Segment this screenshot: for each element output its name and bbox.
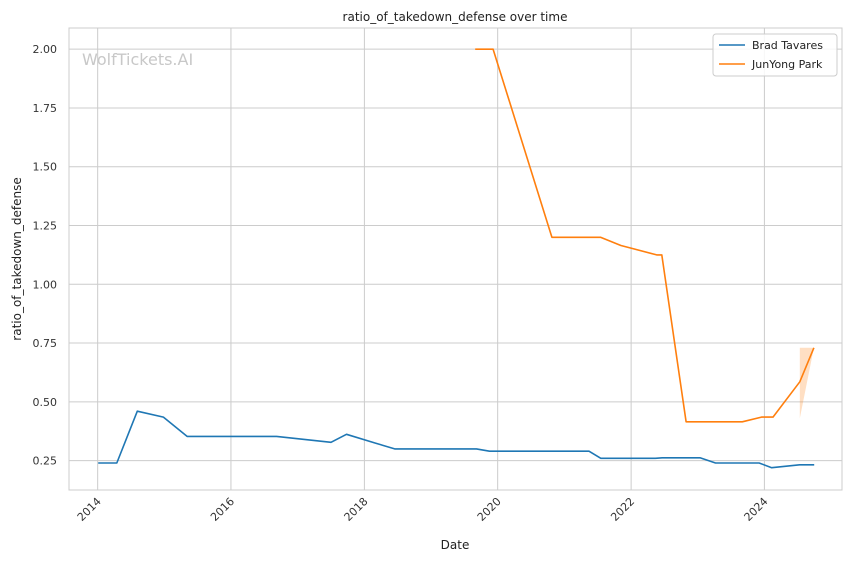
series-lines: [98, 48, 815, 469]
y-tick-label: 0.25: [33, 455, 58, 468]
series-line-junyong-park: [475, 48, 815, 423]
x-axis-label: Date: [441, 538, 470, 552]
legend: Brad Tavares JunYong Park: [712, 33, 838, 77]
plot-area-frame: [68, 27, 843, 491]
y-tick-label: 1.50: [33, 161, 58, 174]
confidence-band: [799, 347, 814, 419]
legend-label: Brad Tavares: [752, 39, 823, 52]
y-axis-label: ratio_of_takedown_defense: [10, 177, 24, 340]
y-tick-label: 1.25: [33, 219, 58, 232]
y-axis-ticks: 0.25 0.50 0.75 1.00 1.25 1.50 1.75 2.00: [33, 43, 58, 467]
confidence-bands: [799, 347, 814, 419]
y-tick-label: 2.00: [33, 43, 58, 56]
watermark: WolfTickets.AI: [82, 50, 193, 69]
y-tick-label: 1.00: [33, 278, 58, 291]
legend-label: JunYong Park: [751, 58, 823, 71]
series-line-brad-tavares: [98, 410, 815, 469]
y-tick-label: 1.75: [33, 102, 58, 115]
y-tick-label: 0.50: [33, 396, 58, 409]
y-tick-label: 0.75: [33, 337, 58, 350]
chart-title: ratio_of_takedown_defense over time: [343, 10, 568, 24]
